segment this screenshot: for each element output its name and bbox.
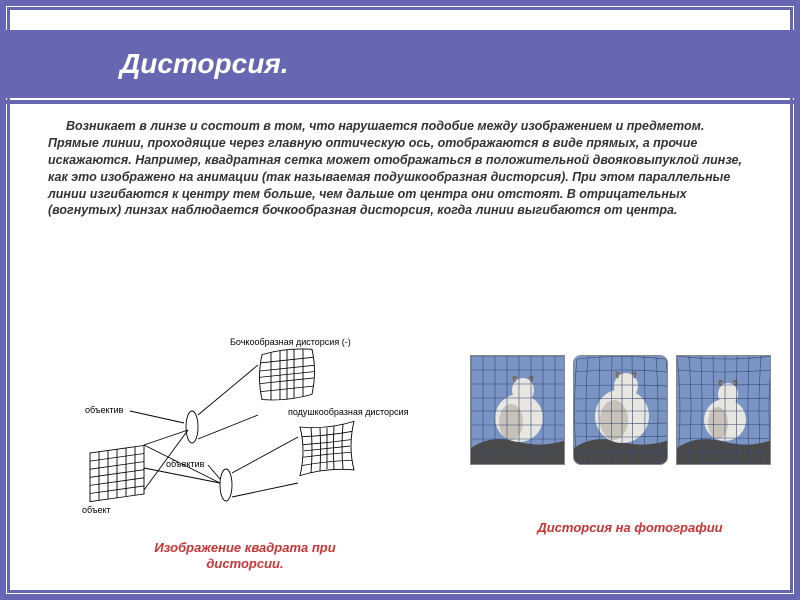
diagram-label-lens-2: объектив — [166, 459, 205, 469]
photo-tile-pincushion — [676, 355, 771, 465]
slide-page: Дисторсия. Возникает в линзе и состоит в… — [10, 10, 790, 590]
body-text: Возникает в линзе и состоит в том, что н… — [48, 118, 752, 219]
diagram-label-lens-1: объектив — [85, 405, 124, 415]
diagram-label-barrel: Бочкообразная дисторсия (-) — [230, 337, 351, 347]
slide-title: Дисторсия. — [120, 48, 289, 80]
photo-tile-normal — [470, 355, 565, 465]
title-underline — [0, 100, 800, 104]
diagram-label-object: объект — [82, 505, 111, 515]
diagram-label-pincushion: подушкообразная дисторсия (+) — [288, 407, 410, 417]
body-paragraph: Возникает в линзе и состоит в том, что н… — [48, 118, 752, 219]
distortion-schematic: объект объектив объектив — [80, 335, 410, 530]
caption-right: Дисторсия на фотографии — [530, 520, 730, 536]
figures-region: объект объектив объектив — [40, 325, 770, 580]
title-band: Дисторсия. — [0, 30, 800, 98]
photo-tile-barrel — [573, 355, 668, 465]
caption-left: Изображение квадрата при дисторсии. — [140, 540, 350, 573]
photo-tiles — [470, 355, 771, 465]
